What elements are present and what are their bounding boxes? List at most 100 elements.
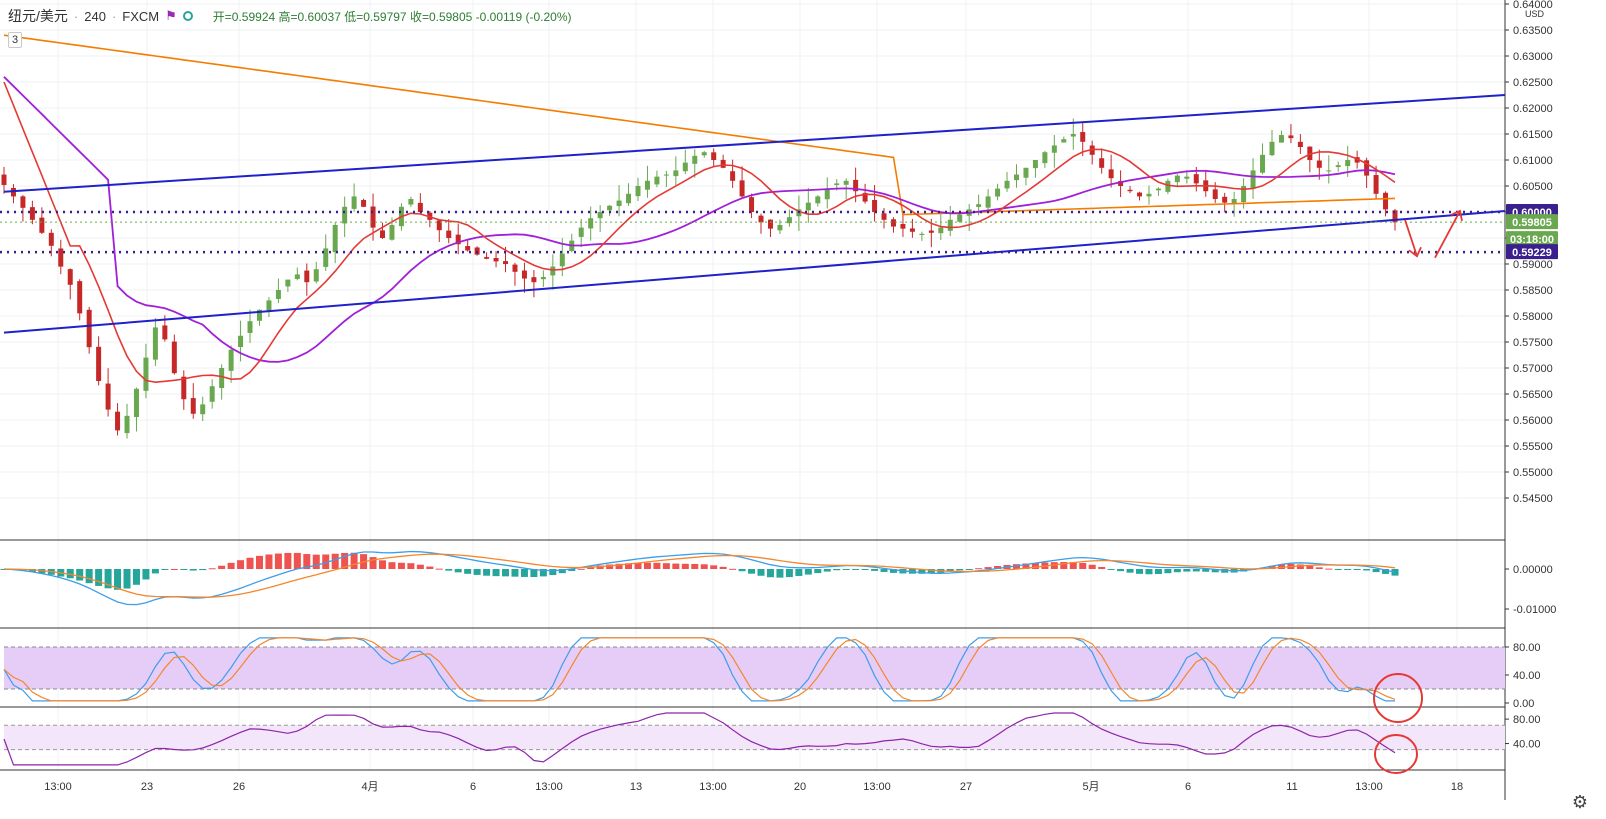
macd-histogram-bar [700, 564, 708, 569]
flag-icon[interactable]: ⚑ [165, 8, 177, 23]
macd-histogram-bar [748, 569, 756, 574]
gear-icon[interactable]: ⚙ [1571, 792, 1588, 812]
macd-histogram-bar [180, 569, 188, 570]
macd-histogram-bar [984, 567, 992, 569]
candle-body [1383, 192, 1389, 210]
trendline [3, 209, 1506, 334]
macd-histogram-bar [407, 563, 415, 569]
macd-histogram-bar [114, 569, 122, 590]
macd-histogram-bar [823, 569, 831, 572]
arrow-down [1404, 219, 1418, 257]
macd-histogram-bar [1079, 562, 1087, 569]
x-tick-label: 18 [1451, 781, 1463, 793]
candle-body [1260, 154, 1266, 173]
candle-body [673, 170, 679, 177]
candle-body [947, 219, 953, 231]
macd-line [3, 550, 1396, 606]
macd-histogram-bar [653, 562, 661, 569]
macd-histogram-bar [66, 569, 74, 579]
symbol-name[interactable]: 纽元/美元 [8, 8, 68, 24]
candle-body [1392, 210, 1398, 223]
macd-histogram-bar [681, 563, 689, 569]
candle-body [209, 386, 215, 402]
macd-histogram-bar [880, 569, 888, 572]
candle-body [919, 233, 925, 235]
macd-histogram-bar [691, 563, 699, 569]
macd-histogram-bar [218, 565, 226, 569]
candle-body [48, 232, 54, 246]
candle-body [152, 327, 158, 360]
candle-body [143, 357, 149, 391]
candle-body [588, 218, 594, 229]
candle-body [1354, 157, 1360, 163]
x-tick-label: 20 [794, 781, 806, 793]
circle-icon[interactable] [182, 11, 193, 21]
macd-histogram-bar [672, 563, 680, 569]
candle-body [853, 179, 859, 192]
price-label-bg [1506, 231, 1558, 247]
macd-histogram-bar [738, 569, 746, 572]
y-tick-label: 0.56500 [1513, 389, 1553, 401]
candle-body [304, 270, 310, 283]
macd-histogram-bar [710, 565, 718, 569]
candle-body [1222, 196, 1228, 203]
macd-histogram-bar [1391, 569, 1399, 576]
x-tick-label: 6 [1185, 781, 1191, 793]
macd-histogram-bar [104, 569, 112, 589]
trendline [3, 94, 1506, 193]
currency-label: USD [1525, 9, 1545, 19]
macd-histogram-bar [388, 562, 396, 569]
rsi-pane: 80.00 40.00 [3, 712, 1541, 774]
candle-body [1127, 189, 1133, 192]
candles [1, 118, 1398, 439]
candle-body [1373, 175, 1379, 194]
candle-body [1345, 160, 1351, 167]
y-tick-label: 0.55500 [1513, 441, 1553, 453]
macd-histogram-bar [804, 569, 812, 575]
candle-body [805, 202, 811, 211]
candle-body [294, 274, 300, 279]
indicators-count-badge[interactable]: 3 [8, 32, 23, 48]
candle-body [370, 206, 376, 228]
y-tick-label: 40.00 [1513, 739, 1541, 751]
candle-body [181, 376, 187, 400]
macd-histogram-bar [1344, 569, 1352, 570]
candle-body [105, 383, 111, 410]
candle-body [834, 183, 840, 185]
macd-histogram-bar [1353, 569, 1361, 570]
macd-histogram-bar [227, 562, 235, 569]
candle-body [654, 176, 660, 185]
time-axis: 13:00 23 26 4月 6 13:00 13 13:00 20 13:00 27 5月 6 11 13… [44, 781, 1463, 793]
candle-body [1042, 152, 1048, 164]
macd-histogram-bar [577, 568, 585, 570]
candle-body [171, 341, 177, 374]
macd-histogram-bar [530, 569, 538, 578]
annotation-circle [1373, 673, 1423, 723]
macd-histogram-bar [95, 569, 103, 586]
candle-body [626, 193, 632, 204]
macd-histogram-bar [322, 554, 330, 569]
macd-histogram-bar [1192, 569, 1200, 572]
macd-histogram-bar [662, 563, 670, 569]
candle-body [1137, 192, 1143, 197]
candle-body [635, 186, 641, 197]
x-tick-label: 5月 [1082, 781, 1099, 793]
stochastic-band [4, 647, 1505, 689]
ohlc-values: 开=0.59924 高=0.60037 低=0.59797 收=0.59805 … [212, 9, 572, 24]
macd-histogram-bar [520, 569, 528, 577]
y-tick-label: 0.57000 [1513, 363, 1553, 375]
candle-body [739, 180, 745, 197]
macd-histogram-bar [549, 569, 557, 576]
macd-histogram-bar [1164, 569, 1172, 574]
x-tick-label: 11 [1286, 781, 1297, 793]
interval-label[interactable]: 240 [84, 8, 106, 24]
candle-body [228, 349, 234, 371]
candle-body [730, 171, 736, 181]
macd-histogram-bar [965, 569, 973, 570]
macd-histogram-bar [643, 562, 651, 569]
candle-body [843, 180, 849, 185]
y-tick-label: 0.61000 [1513, 155, 1553, 167]
y-tick-label: 0.60500 [1513, 181, 1553, 193]
candle-body [332, 225, 338, 253]
